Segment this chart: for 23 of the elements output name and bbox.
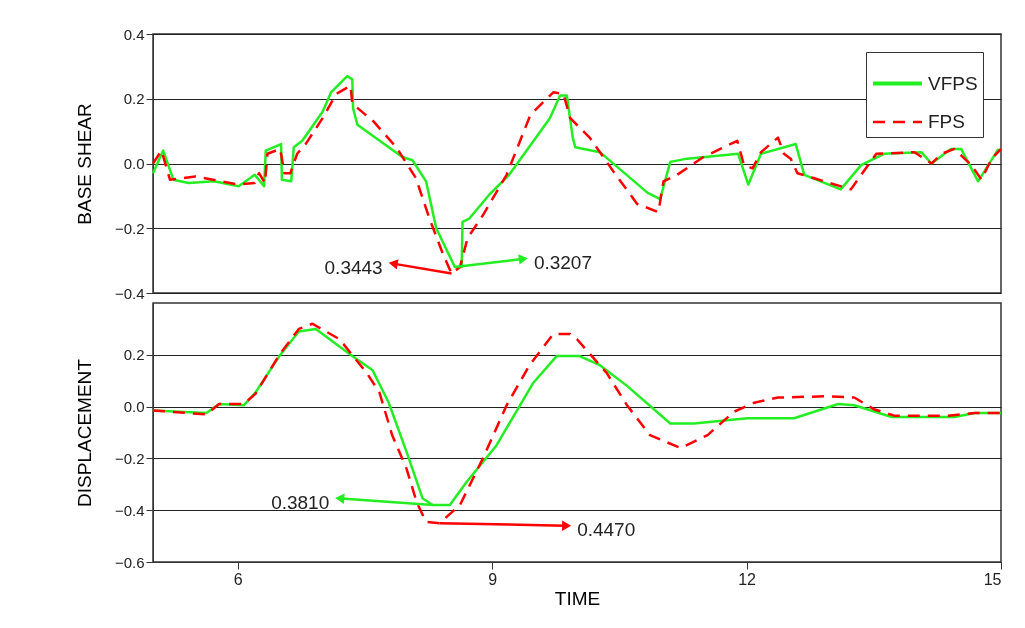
x-tick-label: 15 bbox=[983, 570, 1002, 588]
y-tick-label: 0.4 bbox=[123, 25, 145, 43]
y-axis-title: DISPLACEMENT bbox=[73, 358, 95, 507]
legend-label: FPS bbox=[928, 111, 965, 132]
x-tick-label: 12 bbox=[738, 570, 757, 588]
y-tick-label: −0.6 bbox=[114, 553, 145, 571]
y-tick-label: 0.0 bbox=[123, 155, 145, 172]
y-tick-label: 0.2 bbox=[123, 346, 145, 364]
x-axis-title: TIME bbox=[554, 587, 601, 609]
y-tick-label: −0.2 bbox=[114, 219, 145, 237]
x-tick-label: 9 bbox=[488, 570, 498, 588]
annotation: 0.3207 bbox=[533, 252, 593, 274]
annotation: 0.3810 bbox=[271, 491, 330, 513]
y-tick-label: 0.0 bbox=[123, 398, 145, 416]
y-tick-label: 0.2 bbox=[123, 90, 145, 108]
y-axis-title: BASE SHEAR bbox=[73, 103, 95, 225]
annotation: 0.3443 bbox=[324, 256, 383, 278]
y-tick-label: −0.4 bbox=[114, 501, 145, 519]
x-tick-label: 6 bbox=[233, 570, 243, 588]
y-tick-label: −0.2 bbox=[114, 449, 145, 467]
y-tick-label: −0.4 bbox=[114, 284, 145, 302]
annotation: 0.4470 bbox=[577, 518, 636, 540]
legend-label: VFPS bbox=[928, 72, 978, 94]
